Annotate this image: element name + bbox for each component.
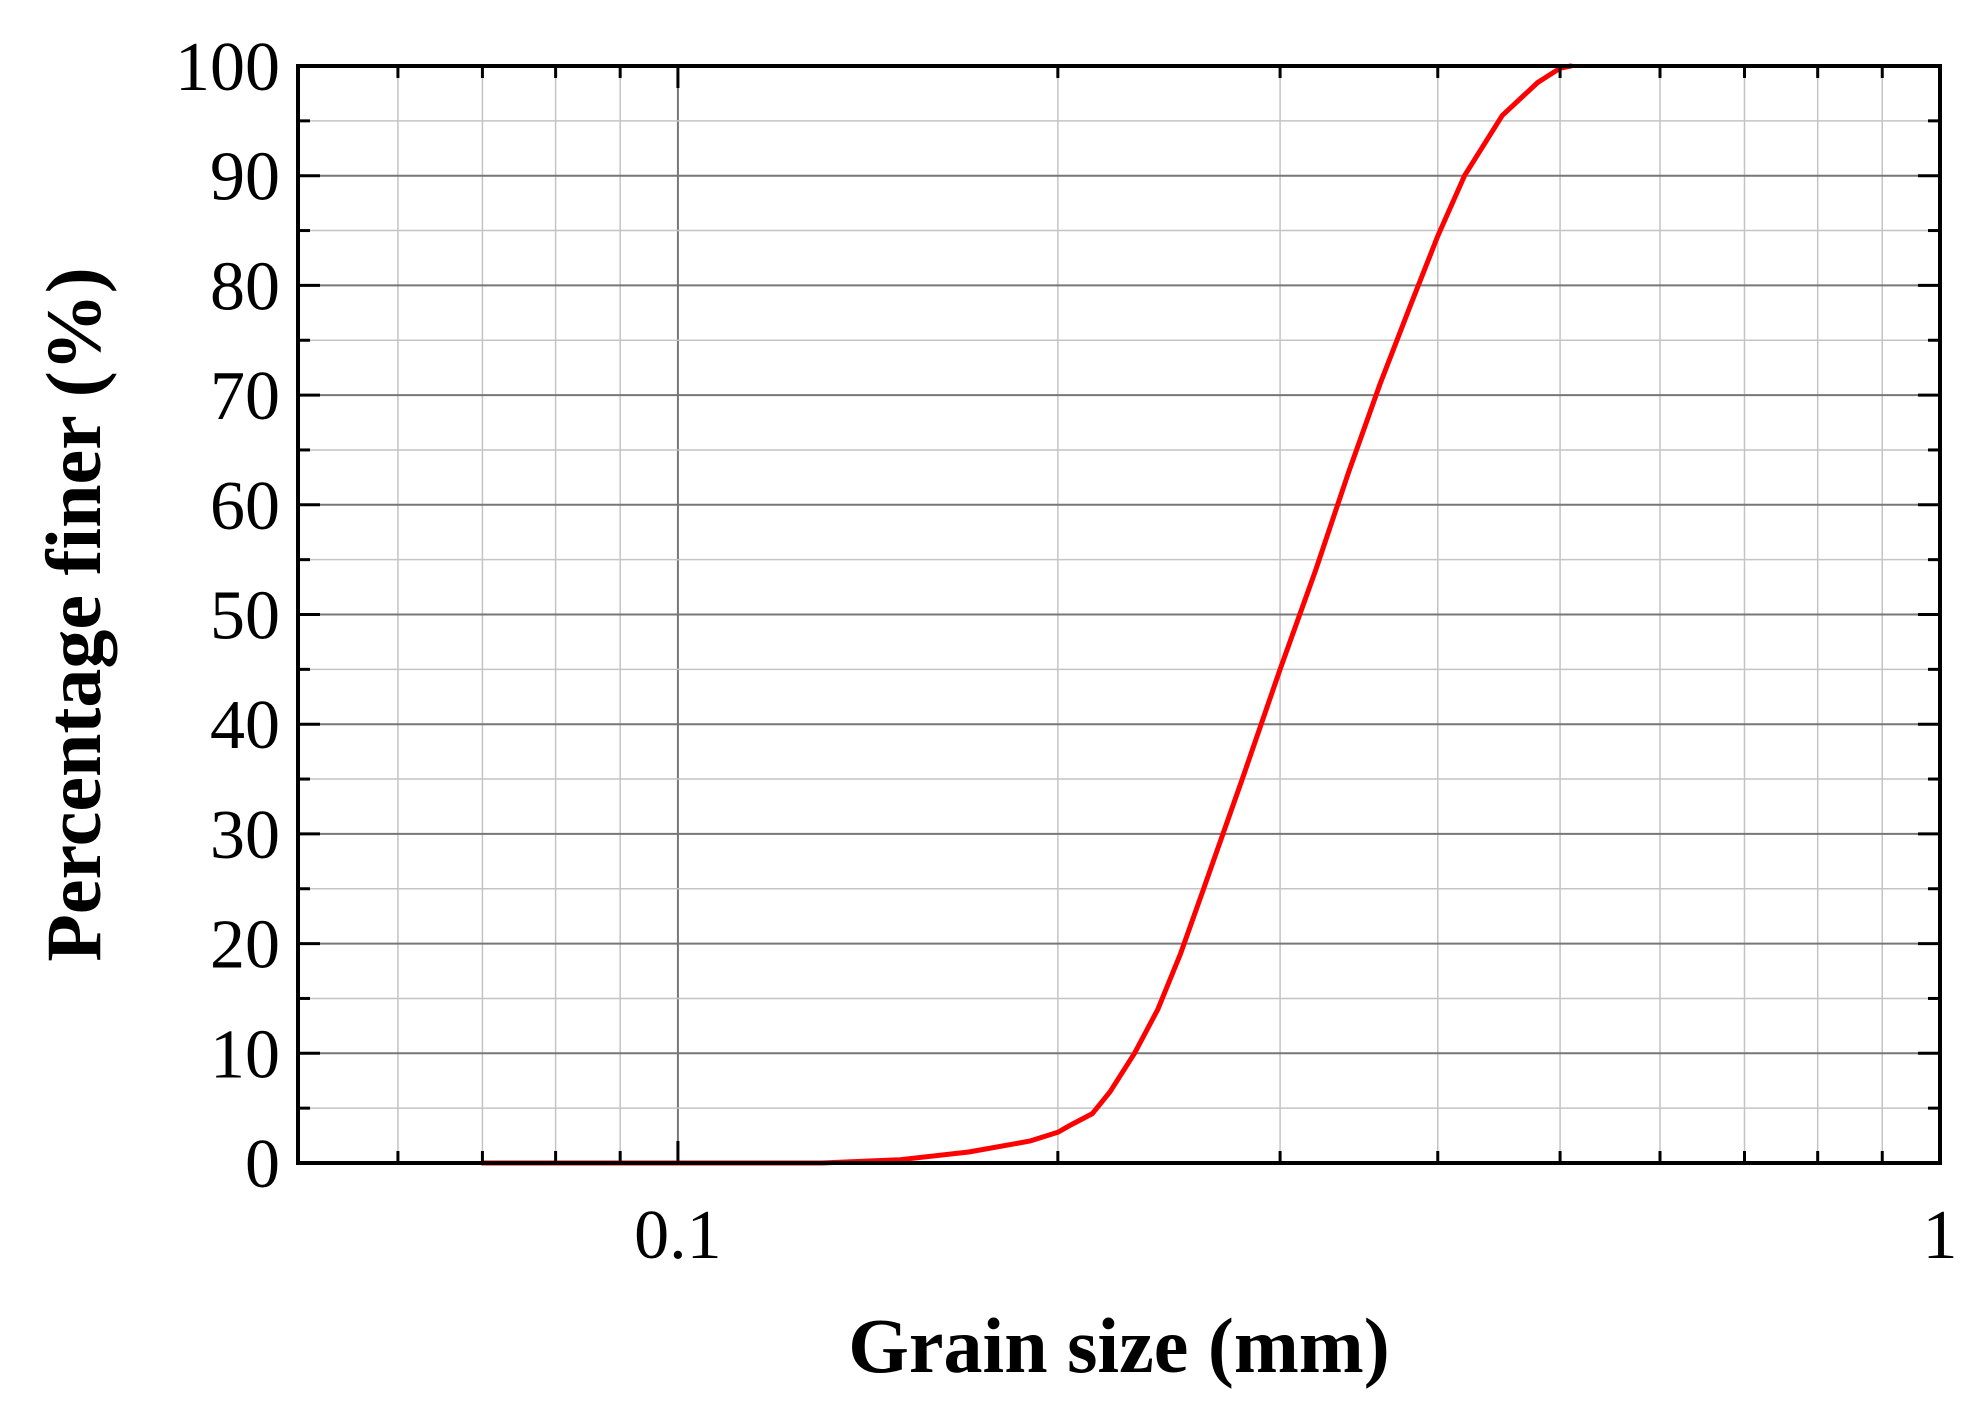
x-tick-label: 0.1 [634,1197,722,1274]
y-axis-title: Percentage finer (%) [30,267,117,962]
y-tick-label: 20 [210,907,280,984]
y-tick-label: 80 [210,248,280,325]
axis-ticks [298,64,1940,1165]
y-tick-label: 90 [210,139,280,216]
y-tick-label: 30 [210,797,280,874]
x-axis-title: Grain size (mm) [848,1302,1390,1389]
grid-lines [298,66,1940,1163]
tick-labels: 0 10 20 30 40 50 60 70 80 90 100 0.1 1 [175,29,1958,1274]
y-tick-label: 40 [210,687,280,764]
y-tick-label: 0 [245,1126,280,1203]
y-tick-label: 50 [210,578,280,655]
grain-size-curve [479,63,1574,1166]
x-tick-label: 1 [1923,1197,1958,1274]
y-tick-label: 100 [175,29,280,106]
y-tick-label: 60 [210,468,280,545]
y-tick-label: 10 [210,1016,280,1093]
y-tick-label: 70 [210,358,280,435]
series-layer [479,63,1574,1166]
